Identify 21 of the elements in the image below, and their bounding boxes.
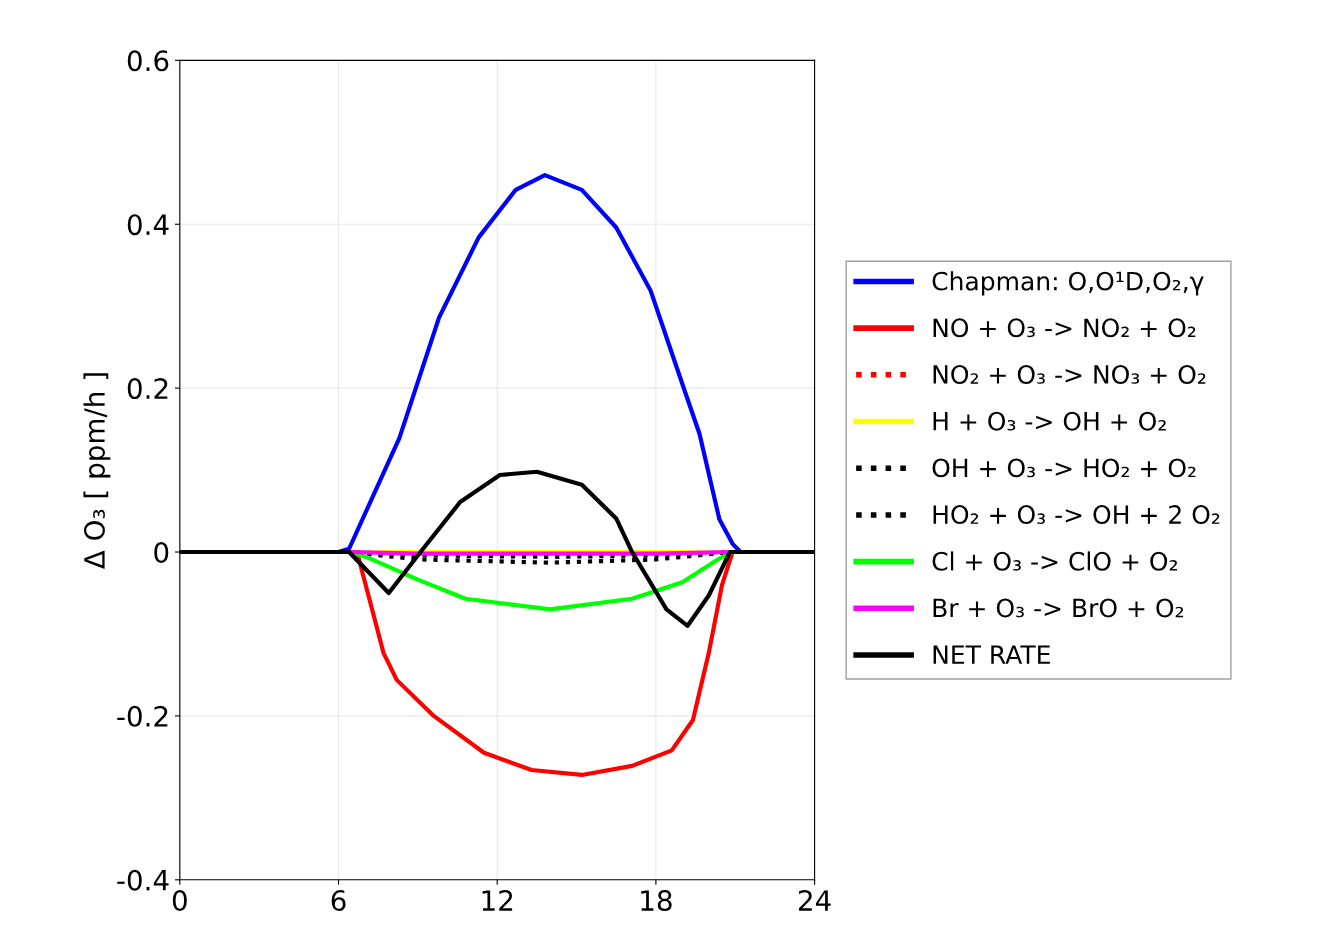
y-tick-label: 0.6 (127, 50, 169, 72)
x-tick-label: 6 (331, 890, 346, 912)
x-tick-label: 0 (172, 890, 187, 912)
legend-label: OH + O₃ -> HO₂ + O₂ (932, 458, 1196, 478)
y-tick-label: 0.4 (127, 214, 169, 236)
y-tick-label: 0 (154, 541, 169, 563)
y-tick-label: 0.2 (127, 378, 168, 400)
legend-label: Chapman: O,O¹D,O₂,γ (932, 271, 1204, 296)
y-tick-label: -0.2 (117, 705, 168, 727)
x-tick-label: 18 (641, 890, 672, 912)
legend-label: Cl + O₃ -> ClO + O₂ (932, 551, 1177, 571)
legend-label: NO + O₃ -> NO₂ + O₂ (933, 318, 1196, 338)
x-tick-label: 12 (482, 890, 513, 911)
legend-label: H + O₃ -> OH + O₂ (933, 411, 1166, 431)
y-tick-label: -0.4 (117, 869, 169, 891)
legend-label: NET RATE (933, 645, 1050, 664)
y-axis-title: Δ O₃ [ ppm/h ] (83, 373, 111, 570)
legend-label: NO₂ + O₃ -> NO₃ + O₂ (933, 365, 1206, 384)
legend-label: Br + O₃ -> BrO + O₂ (933, 598, 1184, 618)
legend-label: HO₂ + O₃ -> OH + 2 O₂ (933, 505, 1220, 525)
x-tick-label: 24 (798, 890, 831, 911)
